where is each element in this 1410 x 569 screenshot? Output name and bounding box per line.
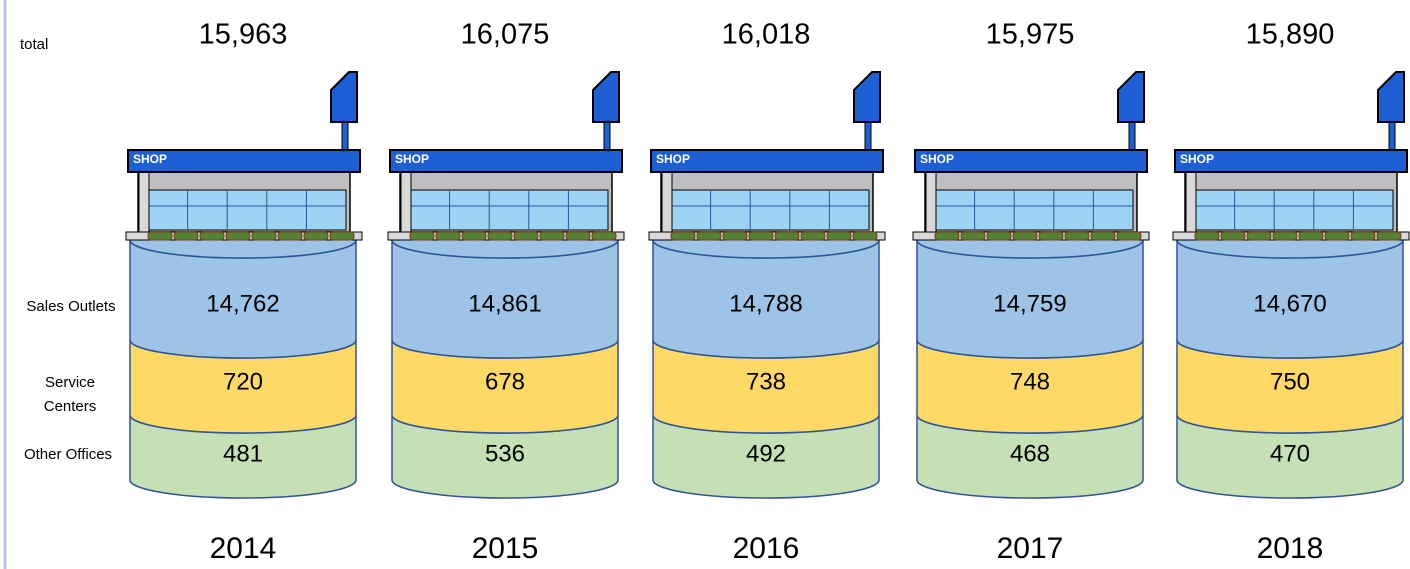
x-tick-label: 2014: [210, 532, 277, 565]
shop-window: [671, 190, 869, 230]
x-tick-label: 2016: [733, 532, 800, 565]
shop-sign: [331, 72, 357, 122]
shop-hedge: [462, 232, 486, 240]
total-value: 16,018: [722, 19, 811, 51]
shop-hedge: [148, 232, 172, 240]
shop-hedge: [1195, 232, 1219, 240]
value-label: 750: [1270, 368, 1310, 395]
shop-window: [935, 190, 1133, 230]
value-label: 14,670: [1253, 290, 1326, 317]
shop-hedge: [723, 232, 747, 240]
value-label: 14,762: [206, 290, 279, 317]
shop-window: [410, 190, 608, 230]
shop-hedge: [330, 232, 354, 240]
value-label: 14,788: [729, 290, 802, 317]
shop-hedge: [200, 232, 224, 240]
x-tick-label: 2018: [1257, 532, 1324, 565]
shop-label: SHOP: [656, 152, 690, 166]
shop-pillar: [401, 172, 411, 234]
shop-hedge: [749, 232, 773, 240]
shop-hedge: [1247, 232, 1271, 240]
shop-window: [148, 190, 346, 230]
shop-sign: [593, 72, 619, 122]
chart-canvas: SHOP 14,762 720 481 15,963 2014 SHOP 14,861 678 5…: [0, 0, 1410, 569]
shop-pillar: [139, 172, 149, 234]
value-label: 738: [746, 368, 786, 395]
shop-label: SHOP: [920, 152, 954, 166]
shop-sign: [854, 72, 880, 122]
shop-hedge: [775, 232, 799, 240]
shop-hedge: [1039, 232, 1063, 240]
shop-hedge: [987, 232, 1011, 240]
x-tick-label: 2017: [997, 532, 1064, 565]
series-label: Other Offices: [8, 443, 128, 467]
shop-hedge: [671, 232, 695, 240]
shop-pillar: [926, 172, 936, 234]
shop-hedge: [278, 232, 302, 240]
shop-hedge: [488, 232, 512, 240]
shop-hedge: [1377, 232, 1401, 240]
series-label: Service Centers: [30, 371, 110, 419]
value-label: 536: [485, 440, 525, 467]
total-label: total: [20, 33, 48, 57]
shop-hedge: [592, 232, 616, 240]
shop-hedge: [827, 232, 851, 240]
shop-hedge: [1013, 232, 1037, 240]
shop-hedge: [1117, 232, 1141, 240]
shop-window: [1195, 190, 1393, 230]
value-label: 481: [223, 440, 263, 467]
shop-hedge: [1273, 232, 1297, 240]
shop-hedge: [1221, 232, 1245, 240]
shop-pillar: [1186, 172, 1196, 234]
value-label: 468: [1010, 440, 1050, 467]
shop-hedge: [540, 232, 564, 240]
x-tick-label: 2015: [472, 532, 539, 565]
value-label: 14,861: [468, 290, 541, 317]
shop-hedge: [853, 232, 877, 240]
shop-hedge: [1299, 232, 1323, 240]
shop-hedge: [514, 232, 538, 240]
total-value: 15,975: [986, 19, 1075, 51]
value-label: 720: [223, 368, 263, 395]
shop-hedge: [436, 232, 460, 240]
shop-pillar: [662, 172, 672, 234]
series-label: Sales Outlets: [14, 295, 128, 319]
total-value: 16,075: [461, 19, 550, 51]
shop-hedge: [1351, 232, 1375, 240]
shop-hedge: [697, 232, 721, 240]
total-value: 15,890: [1246, 19, 1335, 51]
shop-sign: [1118, 72, 1144, 122]
value-label: 678: [485, 368, 525, 395]
value-label: 748: [1010, 368, 1050, 395]
shop-hedge: [961, 232, 985, 240]
shop-hedge: [1325, 232, 1349, 240]
chart: SHOP 14,762 720 481 15,963 2014 SHOP 14,861 678 5…: [0, 0, 1410, 569]
value-label: 14,759: [993, 290, 1066, 317]
shop-hedge: [801, 232, 825, 240]
total-value: 15,963: [199, 19, 288, 51]
value-label: 470: [1270, 440, 1310, 467]
value-label: 492: [746, 440, 786, 467]
shop-hedge: [935, 232, 959, 240]
shop-label: SHOP: [395, 152, 429, 166]
shop-hedge: [226, 232, 250, 240]
shop-hedge: [252, 232, 276, 240]
shop-hedge: [304, 232, 328, 240]
shop-label: SHOP: [133, 152, 167, 166]
shop-hedge: [174, 232, 198, 240]
shop-label: SHOP: [1180, 152, 1214, 166]
shop-sign: [1378, 72, 1404, 122]
shop-hedge: [1065, 232, 1089, 240]
shop-hedge: [410, 232, 434, 240]
shop-hedge: [1091, 232, 1115, 240]
shop-hedge: [566, 232, 590, 240]
